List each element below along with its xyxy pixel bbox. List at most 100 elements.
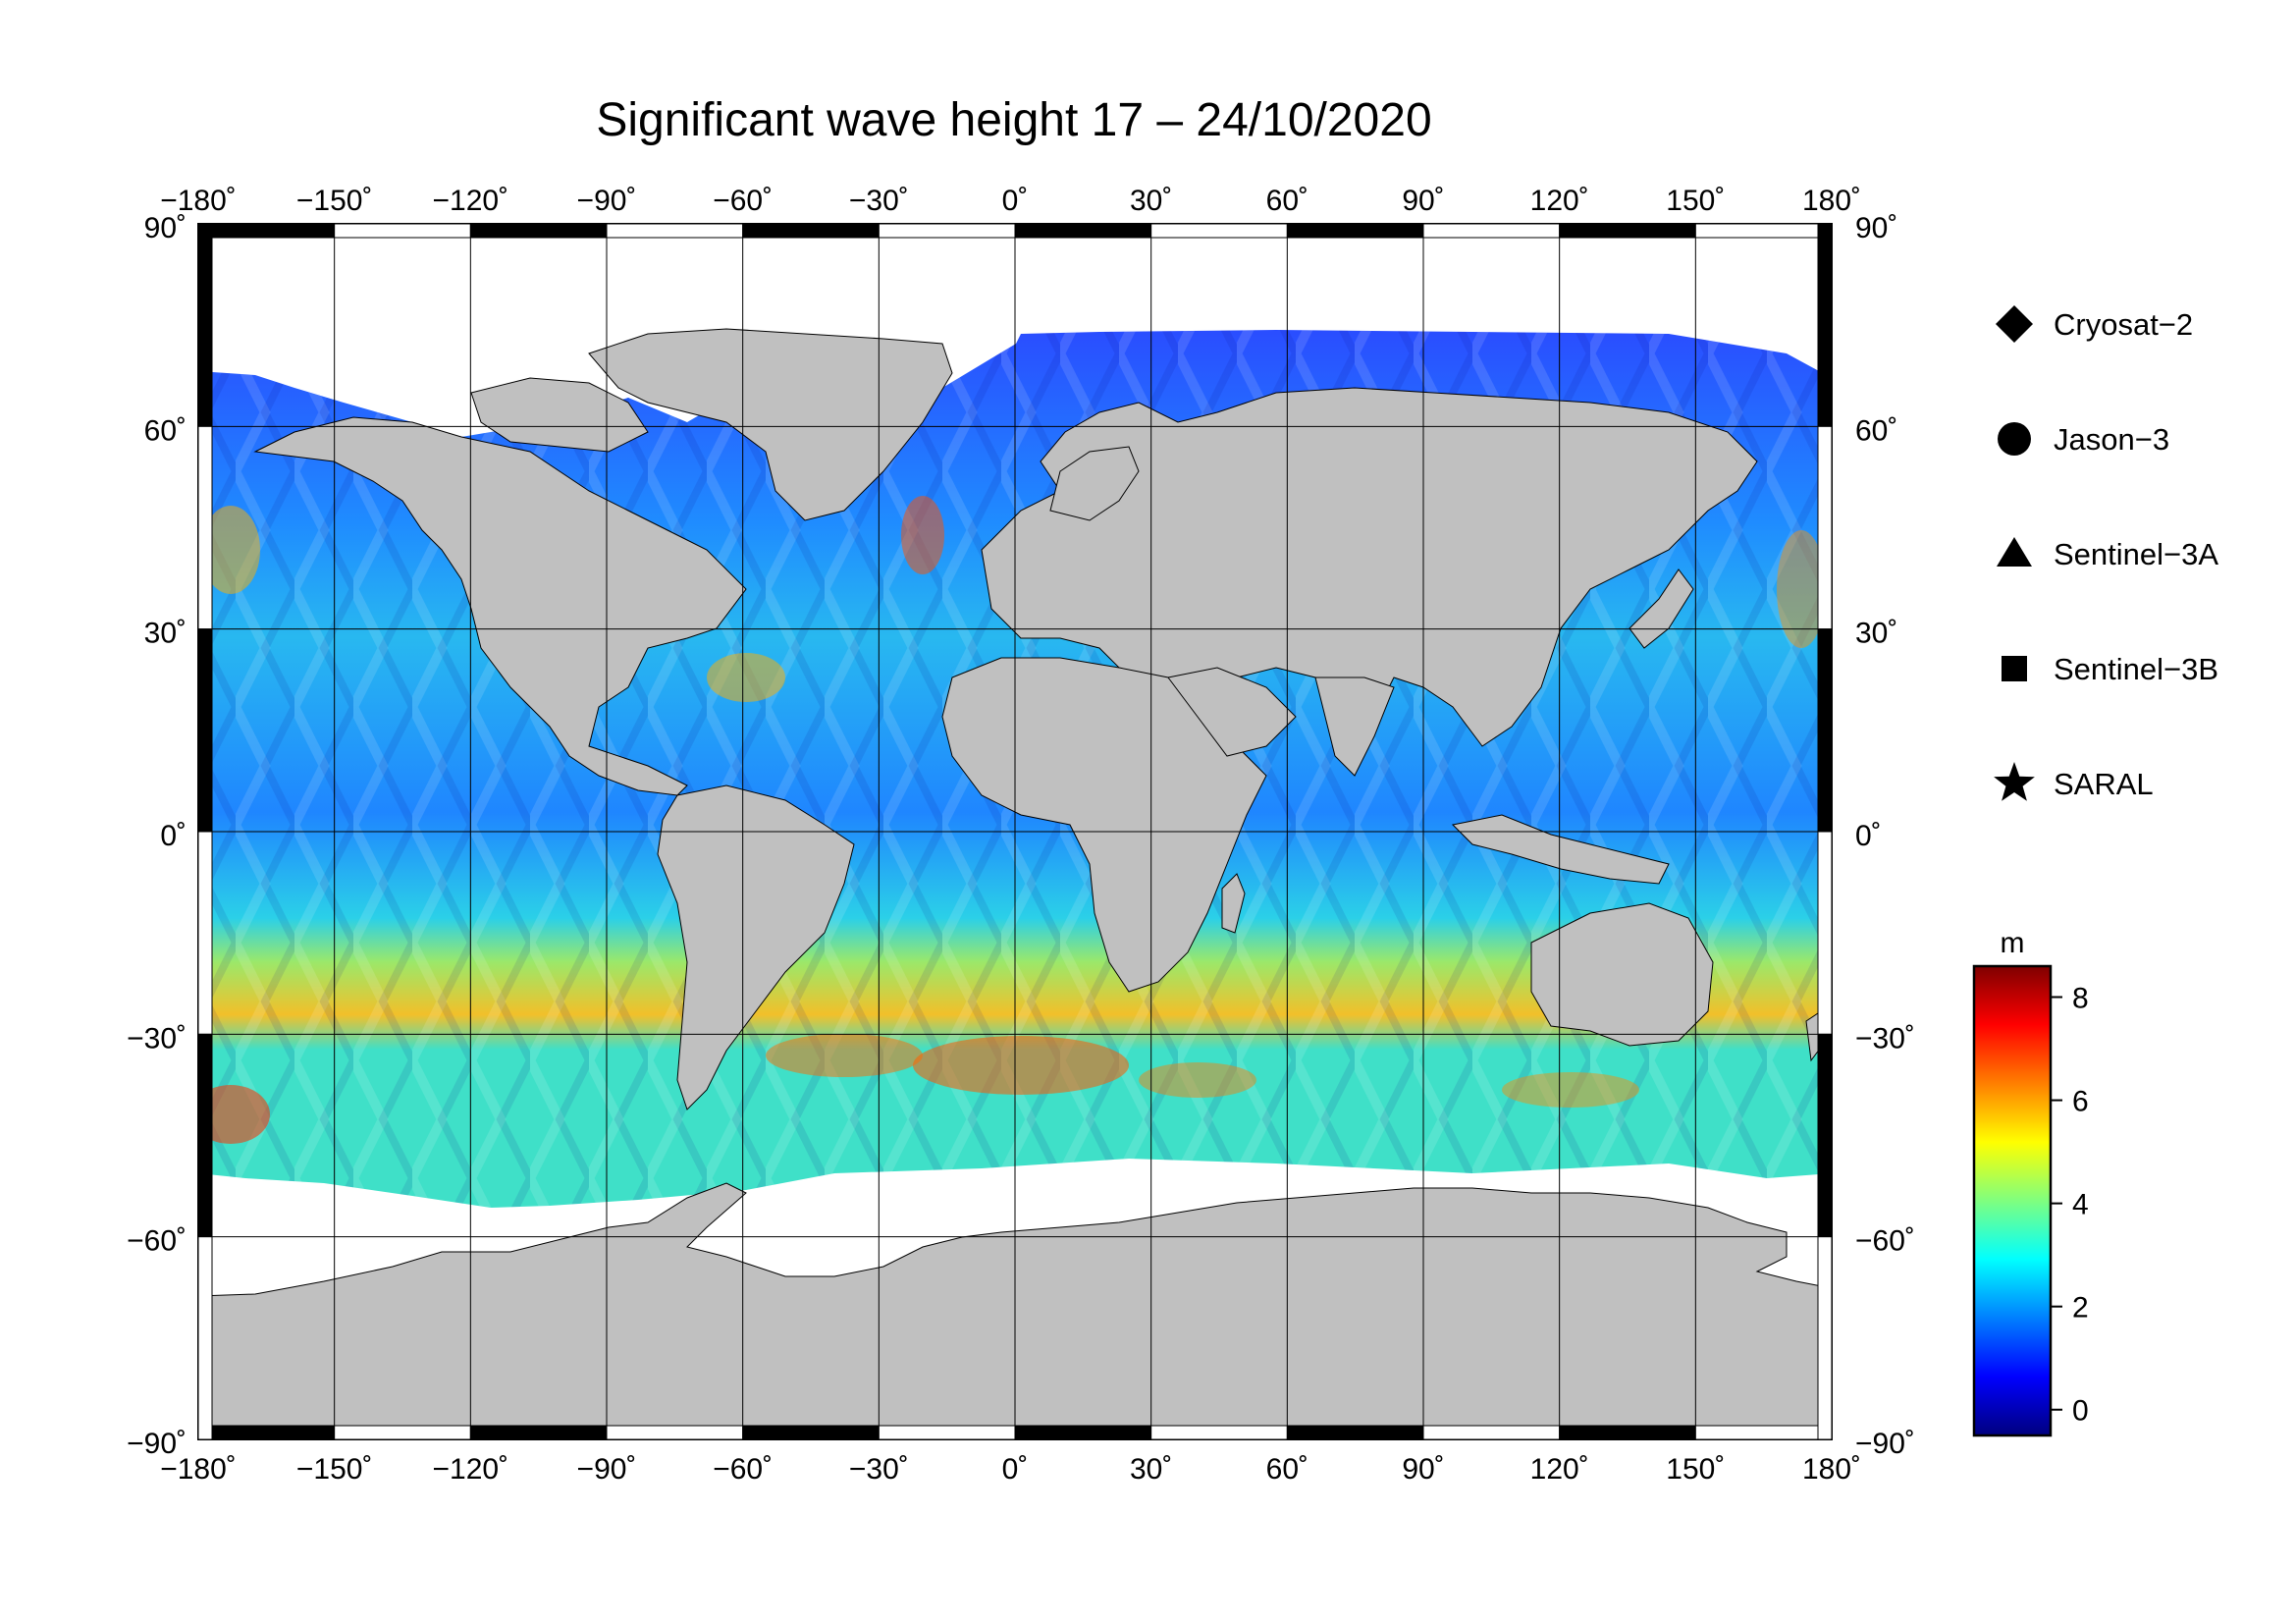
- land-india: [1314, 676, 1395, 777]
- border-segment-bottom: [1559, 1425, 1696, 1440]
- border-segment-bottom: [606, 1425, 744, 1440]
- colorbar-ticks: 0 2 4 6 8: [2051, 983, 2089, 1428]
- border-segment-bottom: [1422, 1425, 1561, 1440]
- lat-tick-label-left: −30˚: [127, 1022, 187, 1055]
- border-segment-bottom: [1014, 1425, 1152, 1440]
- legend-label: Sentinel−3B: [2054, 652, 2218, 686]
- land-arabia: [1167, 667, 1297, 757]
- lat-tick-label-right: −60˚: [1855, 1225, 1915, 1258]
- axis-labels: −180˚ −180˚ −150˚ −150˚ −120˚ −120˚ −90˚ −90˚ −6…: [127, 185, 1915, 1486]
- border-segment-top: [334, 223, 471, 239]
- lon-tick-label-bottom: 90˚: [1402, 1453, 1444, 1486]
- lat-tick-label-left: 90˚: [144, 212, 187, 244]
- land-australia: [1530, 902, 1714, 1047]
- colorbar: m 0 2 4 6 8: [1972, 927, 2089, 1437]
- lon-tick-label-bottom: −180˚: [160, 1453, 237, 1486]
- border-segment-right: [1817, 223, 1833, 427]
- colorbar-tick-label: 6: [2072, 1086, 2089, 1118]
- border-segment-left: [197, 1033, 213, 1238]
- land-north-america: [253, 416, 747, 796]
- lat-tick-label-right: 30˚: [1855, 618, 1897, 650]
- high-wave-patch: [913, 1036, 1129, 1095]
- lon-tick-label-bottom: −90˚: [577, 1453, 637, 1486]
- land-madagascar: [1221, 873, 1246, 934]
- lat-tick-label-right: 60˚: [1855, 414, 1897, 447]
- lon-tick-label-bottom: 180˚: [1802, 1453, 1861, 1486]
- legend-label: Jason−3: [2054, 422, 2169, 457]
- high-wave-patch: [1502, 1072, 1639, 1108]
- land-scandinavia: [1049, 446, 1140, 521]
- lon-tick-label-top: 180˚: [1802, 185, 1861, 217]
- border-segment-top: [1559, 223, 1696, 239]
- circle-icon: [1998, 422, 2031, 456]
- lon-tick-label-top: −180˚: [160, 185, 237, 217]
- diamond-icon: [1996, 305, 2033, 343]
- colorbar-gradient: [1972, 964, 2053, 1437]
- high-wave-patch: [707, 653, 785, 702]
- border-segment-left: [197, 831, 213, 1035]
- border-segment-right: [1817, 831, 1833, 1035]
- lon-tick-label-bottom: 120˚: [1530, 1453, 1589, 1486]
- border-segment-right: [1817, 628, 1833, 833]
- lon-tick-label-top: 150˚: [1666, 185, 1725, 217]
- land-arctic-islands: [470, 377, 649, 453]
- lon-tick-label-top: −60˚: [713, 185, 773, 217]
- lat-tick-label-left: −90˚: [127, 1428, 187, 1460]
- map-panel: [198, 224, 1832, 1439]
- lat-tick-label-left: −60˚: [127, 1225, 187, 1258]
- border-segment-top: [1422, 223, 1561, 239]
- lon-tick-label-top: 60˚: [1266, 185, 1308, 217]
- map-frame: [197, 223, 1833, 1440]
- high-wave-patch: [1139, 1062, 1256, 1098]
- border-segment-bottom: [1286, 1425, 1424, 1440]
- lat-tick-label-right: −30˚: [1855, 1022, 1915, 1055]
- colorbar-unit: m: [2001, 927, 2025, 959]
- border-segment-top: [1150, 223, 1288, 239]
- land-south-america: [657, 784, 855, 1110]
- lon-tick-label-bottom: −120˚: [433, 1453, 509, 1486]
- lon-tick-label-bottom: 60˚: [1266, 1453, 1308, 1486]
- lon-tick-label-top: −150˚: [296, 185, 373, 217]
- high-wave-patch: [901, 496, 944, 574]
- colorbar-tick-label: 0: [2072, 1395, 2089, 1428]
- lat-tick-label-left: 30˚: [144, 618, 187, 650]
- lon-tick-label-bottom: 0˚: [1002, 1453, 1029, 1486]
- lat-tick-label-left: 60˚: [144, 414, 187, 447]
- border-segment-bottom: [197, 1425, 336, 1440]
- border-segment-right: [1817, 425, 1833, 630]
- lat-tick-label-right: 0˚: [1855, 820, 1882, 852]
- lon-tick-label-bottom: −30˚: [849, 1453, 909, 1486]
- border-segment-right: [1817, 1236, 1833, 1440]
- lon-tick-label-bottom: 150˚: [1666, 1453, 1725, 1486]
- border-segment-bottom: [1150, 1425, 1288, 1440]
- high-wave-patch: [766, 1034, 923, 1077]
- border-segment-right: [1817, 1033, 1833, 1238]
- border-segment-top: [742, 223, 880, 239]
- border-segment-top: [1286, 223, 1424, 239]
- map-title: Significant wave height 17 – 24/10/2020: [596, 94, 1431, 146]
- lon-tick-label-top: 0˚: [1002, 185, 1029, 217]
- lat-tick-label-right: −90˚: [1855, 1428, 1915, 1460]
- lon-tick-label-top: −90˚: [577, 185, 637, 217]
- border-segment-left: [197, 425, 213, 630]
- lon-tick-label-bottom: 30˚: [1130, 1453, 1172, 1486]
- lon-tick-label-top: 120˚: [1530, 185, 1589, 217]
- border-segment-bottom: [878, 1425, 1016, 1440]
- lon-tick-label-top: 90˚: [1402, 185, 1444, 217]
- high-wave-patch: [1777, 530, 1826, 648]
- square-icon: [2002, 656, 2027, 681]
- land-greenland: [588, 328, 953, 521]
- lon-tick-label-top: −30˚: [849, 185, 909, 217]
- border-segment-left: [197, 223, 213, 427]
- border-segment-top: [878, 223, 1016, 239]
- border-segment-bottom: [1694, 1425, 1833, 1440]
- legend-label: SARAL: [2054, 767, 2154, 801]
- lon-tick-label-bottom: −150˚: [296, 1453, 373, 1486]
- lon-tick-label-top: 30˚: [1130, 185, 1172, 217]
- border-segment-top: [606, 223, 744, 239]
- border-segment-bottom: [742, 1425, 880, 1440]
- star-icon: [1994, 762, 2035, 801]
- border-segment-bottom: [469, 1425, 608, 1440]
- border-segment-left: [197, 1236, 213, 1440]
